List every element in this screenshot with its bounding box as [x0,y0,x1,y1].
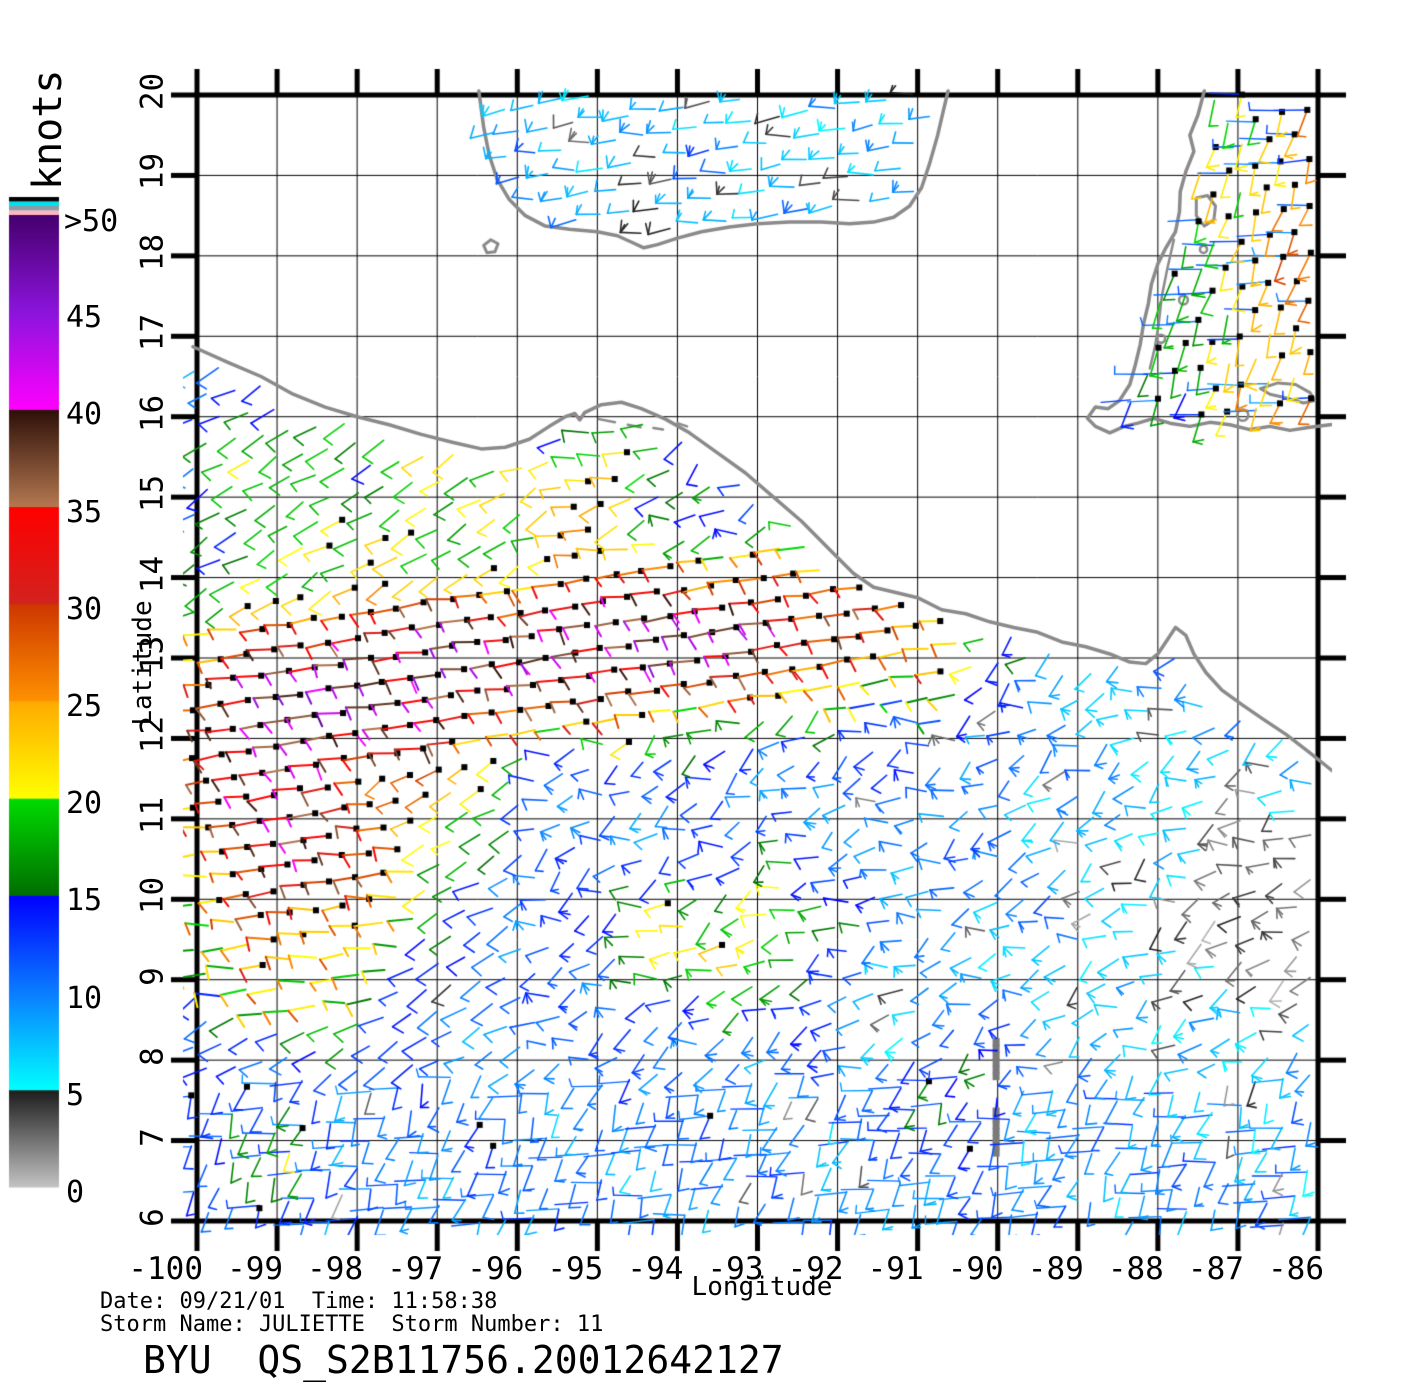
x-tick-label: -89 [1027,1251,1084,1287]
x-tick-label: -99 [227,1251,284,1287]
storm-line: Storm Name: JULIETTE Storm Number: 11 [100,1312,604,1337]
x-tick-label: -97 [387,1251,444,1287]
y-tick-label: 18 [134,233,171,272]
colorbar-tick-label: 5 [66,1077,85,1113]
y-tick-label: 14 [134,555,171,593]
x-tick-label: -88 [1107,1251,1164,1287]
y-tick-label: 6 [134,1208,171,1227]
product-id-line: BYU QS_S2B11756.20012642127 [143,1338,784,1382]
x-tick-label: -96 [467,1251,524,1287]
y-tick-label: 11 [134,796,171,835]
y-tick-label: 8 [134,1047,171,1066]
x-tick-label: -87 [1187,1251,1244,1287]
x-tick-label: -94 [627,1251,684,1287]
y-tick-label: 19 [134,153,171,191]
x-tick-label: -92 [787,1251,844,1287]
x-tick-label: -90 [947,1251,1004,1287]
colorbar-tick-label: 40 [66,397,103,433]
x-tick-label: -98 [307,1251,364,1287]
x-axis-title: Longitude [691,1272,833,1302]
x-tick-label: -100 [128,1251,203,1287]
colorbar-tick-label: 0 [66,1175,85,1210]
colorbar-tick-label: 25 [66,689,103,724]
y-tick-label: 7 [134,1127,171,1147]
y-tick-label: 20 [134,72,171,111]
y-tick-label: 9 [134,966,171,986]
colorbar-over-max-label: >50 [64,204,119,239]
x-tick-label: -93 [707,1251,764,1287]
colorbar-tick-label: 45 [66,300,103,336]
x-tick-label: -86 [1268,1251,1324,1287]
colorbar-tick-label: 10 [66,980,103,1016]
x-tick-label: -91 [867,1251,924,1287]
y-tick-label: 16 [134,394,171,432]
y-tick-label: 15 [134,474,171,513]
colorbar-tick-label: 15 [66,883,103,919]
y-tick-label: 10 [134,877,171,915]
colorbar-tick-label: 20 [66,786,103,822]
y-tick-label: 13 [134,635,171,674]
date-time-line: Date: 09/21/01 Time: 11:58:38 [100,1289,498,1314]
x-tick-label: -95 [547,1251,604,1287]
y-tick-label: 17 [134,314,171,352]
y-tick-label: 12 [134,716,171,754]
colorbar-title: knots [25,69,71,190]
colorbar-tick-label: 35 [66,494,103,530]
colorbar-tick-label: 30 [66,591,103,627]
